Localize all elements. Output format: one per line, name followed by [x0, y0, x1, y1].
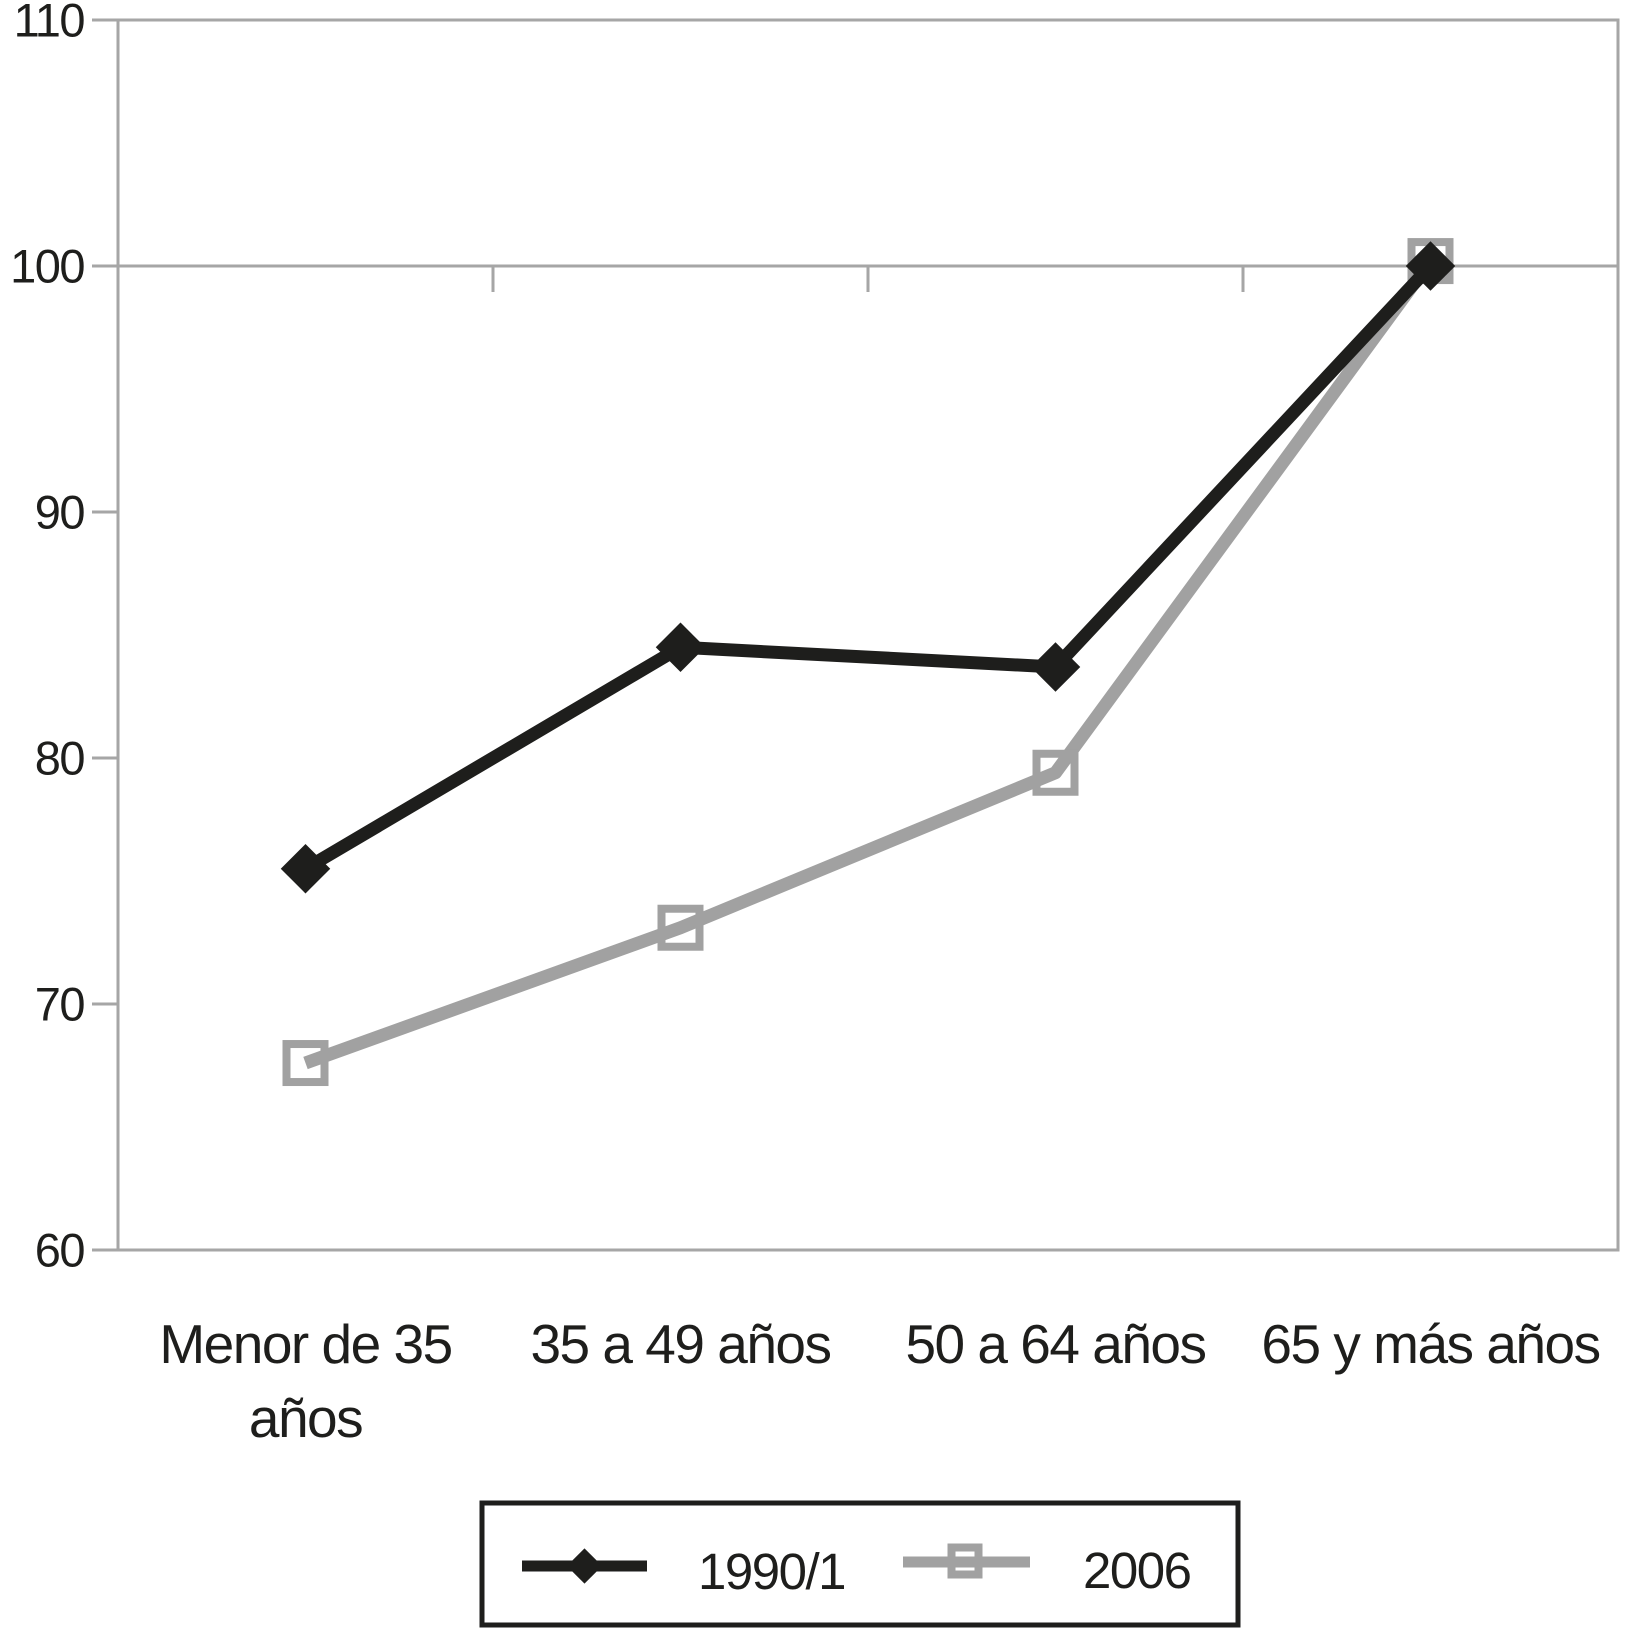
data-point-diamond [1030, 642, 1081, 692]
data-point-diamond [280, 843, 331, 894]
x-axis-category-label: 65 y más años [1261, 1313, 1599, 1375]
x-axis-category-label: Menor de 35 [159, 1313, 451, 1375]
series-line-1990-1 [302, 261, 1436, 875]
y-axis-tick-label: 90 [35, 486, 85, 539]
x-axis-category-label: años [249, 1387, 362, 1449]
data-point-square [282, 1040, 329, 1087]
plot-area-border [116, 18, 1620, 1252]
legend-diamond-marker [566, 1548, 603, 1584]
x-axis-category-label: 35 a 49 años [530, 1313, 830, 1375]
y-axis-tick-label: 100 [10, 240, 84, 293]
y-axis-tick-label: 60 [35, 1224, 85, 1277]
data-point-square [1032, 749, 1079, 796]
legend-label-2: 2006 [1083, 1542, 1191, 1599]
data-point-square [657, 904, 704, 951]
legend-square-marker [947, 1543, 983, 1579]
y-axis-tick-label: 110 [14, 0, 85, 47]
data-point-diamond [655, 622, 706, 673]
series-line-2006 [303, 257, 1436, 1070]
legend-label-1: 1990/1 [698, 1543, 845, 1600]
x-axis-category-label: 50 a 64 años [905, 1313, 1205, 1375]
y-axis-tick-label: 70 [35, 978, 85, 1031]
y-axis-tick-label: 80 [35, 732, 85, 785]
